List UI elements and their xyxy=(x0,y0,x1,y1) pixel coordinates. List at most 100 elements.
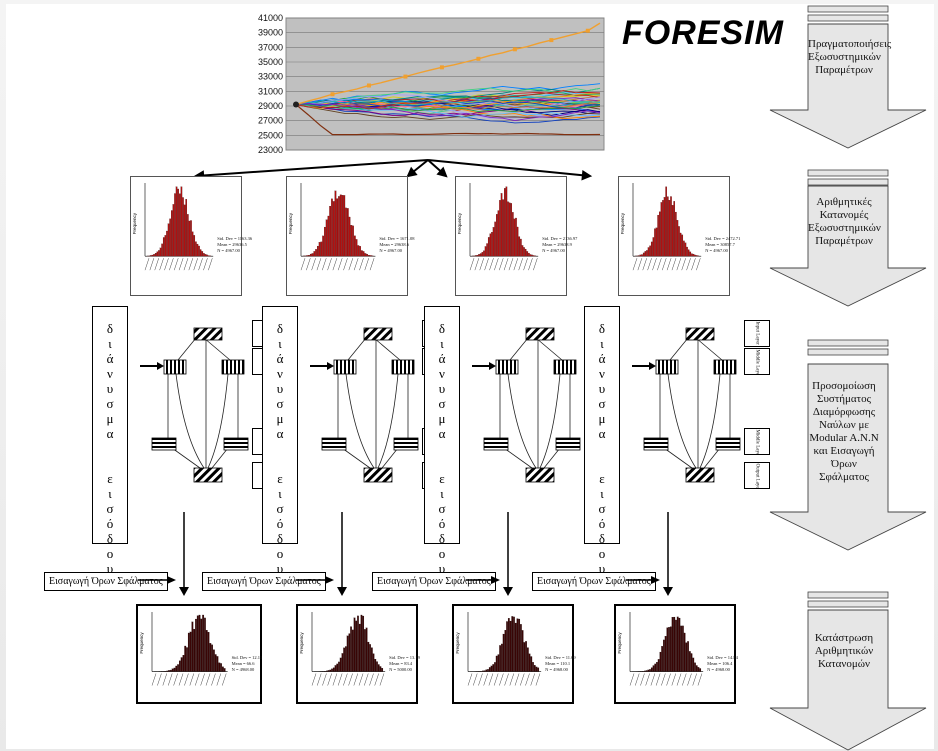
hist-bar xyxy=(172,204,175,257)
vector-letter: υ xyxy=(106,381,114,396)
hist-bar xyxy=(205,630,208,672)
hist-x-tick-label xyxy=(489,258,494,271)
hist-x-tick-label xyxy=(216,673,222,686)
output-distribution-histogram: Frequency Std. Dev = 11.69 Mean = 110.1 N =… xyxy=(452,604,576,704)
hist-stats: Std. Dev = 12.11 Mean = 66.6 N = 4968.00 xyxy=(232,655,263,673)
hist-bar xyxy=(151,254,154,257)
hist-bar xyxy=(332,201,335,257)
hist-x-tick-label xyxy=(337,258,343,271)
hist-x-tick-label xyxy=(348,673,353,686)
hist-bar xyxy=(206,254,208,257)
simulation-path xyxy=(295,104,601,118)
vector-letter: υ xyxy=(598,561,606,576)
vector-letter: ν xyxy=(599,366,605,381)
hist-bar xyxy=(513,218,516,257)
hist-x-tick-label xyxy=(327,673,332,686)
hist-bar xyxy=(329,669,332,672)
ann-connection xyxy=(539,373,561,469)
simulation-path-min xyxy=(295,104,601,136)
hist-x-tick-label xyxy=(478,673,483,686)
vector-letter: υ xyxy=(106,561,114,576)
hist-stats: Std. Dev = 14.84 Mean = 106.4 N = 4968.00 xyxy=(707,655,738,673)
hist-bar xyxy=(357,615,359,672)
simulation-path xyxy=(295,92,601,109)
hist-bar xyxy=(153,254,155,257)
hist-x-tick-label xyxy=(632,258,638,271)
hist-bar xyxy=(680,625,683,672)
ann-middle2-node xyxy=(151,437,177,451)
hist-bar xyxy=(481,252,484,257)
chart-y-tick: 27000 xyxy=(258,116,283,126)
hist-bar xyxy=(512,212,514,257)
hist-x-tick-label xyxy=(343,258,348,271)
hist-bar xyxy=(650,667,653,672)
hist-x-tick-label xyxy=(173,258,179,271)
hist-bar xyxy=(223,668,226,672)
hist-bar xyxy=(362,251,365,257)
hist-stat-line: Mean = 83.4 xyxy=(389,660,413,666)
hist-bar xyxy=(213,649,215,672)
error-input-arrow xyxy=(138,576,176,584)
hist-bar xyxy=(664,636,667,672)
hist-x-tick-label xyxy=(514,673,520,686)
hist-bar xyxy=(170,669,172,672)
hist-bar xyxy=(338,661,340,672)
input-distribution-histogram: Frequency Std. Dev = 2472.71 Mean = 30857.… xyxy=(618,176,740,296)
hist-bar xyxy=(535,666,538,672)
vector-letter: α xyxy=(276,426,284,441)
hist-stat-line: Mean = 29638.6 xyxy=(379,241,410,247)
hist-bar xyxy=(376,661,378,672)
hist-stats: Std. Dev = 2136.97 Mean = 29638.9 N = 4967… xyxy=(542,236,577,254)
hist-bar xyxy=(179,193,181,257)
hist-bar xyxy=(657,214,659,257)
hist-bar xyxy=(154,253,157,257)
vector-letter: ι xyxy=(108,486,112,501)
hist-bar xyxy=(504,188,506,257)
flow-down-arrow xyxy=(337,512,347,596)
path-marker xyxy=(403,74,408,79)
hist-bar xyxy=(327,670,330,672)
hist-bar xyxy=(182,197,184,257)
hist-x-tick-label xyxy=(692,673,697,686)
stage-bar xyxy=(807,169,889,177)
hist-x-tick-label xyxy=(353,258,359,271)
hist-bar xyxy=(309,253,312,257)
vector-letter: μ xyxy=(276,411,284,426)
hist-bar xyxy=(537,667,540,672)
hist-x-tick-label xyxy=(162,673,168,686)
hist-x-tick-label xyxy=(194,673,200,686)
hist-stat-line: Std. Dev = 13.19 xyxy=(389,654,420,660)
hist-y-label: Frequency xyxy=(288,212,293,234)
hist-bar xyxy=(184,645,187,672)
hist-bar xyxy=(207,631,210,672)
vector-letter: δ xyxy=(598,531,606,546)
hist-bar xyxy=(526,251,529,257)
hist-bar xyxy=(369,644,371,672)
hist-bar xyxy=(334,190,337,257)
hist-bar xyxy=(518,236,521,257)
hist-bar xyxy=(501,643,503,672)
modular-ann-diagram xyxy=(140,327,249,483)
hist-bar xyxy=(317,245,319,257)
hist-stat-line: N = 4967.00 xyxy=(705,247,728,253)
hist-bar xyxy=(507,618,510,672)
vector-letter: ε xyxy=(107,471,113,486)
stage-bar xyxy=(807,600,889,608)
output-distribution-histogram-svg: Frequency xyxy=(299,612,386,686)
vector-letter: σ xyxy=(106,396,114,411)
hist-bar xyxy=(487,237,490,257)
hist-bar xyxy=(203,253,205,257)
hist-x-tick-label xyxy=(533,258,538,271)
vector-letter: ε xyxy=(599,471,605,486)
hist-bar xyxy=(494,221,496,257)
hist-bar xyxy=(532,255,535,257)
hist-bar xyxy=(166,230,168,257)
hist-x-tick-label xyxy=(322,258,327,271)
hist-bar xyxy=(673,201,676,257)
hist-x-tick-label xyxy=(472,673,478,686)
vector-letter: ό xyxy=(598,516,606,531)
hist-stat-line: N = 4968.00 xyxy=(231,666,255,672)
ann-connection xyxy=(175,373,205,469)
hist-bar xyxy=(487,669,489,672)
hist-bar xyxy=(174,193,176,257)
